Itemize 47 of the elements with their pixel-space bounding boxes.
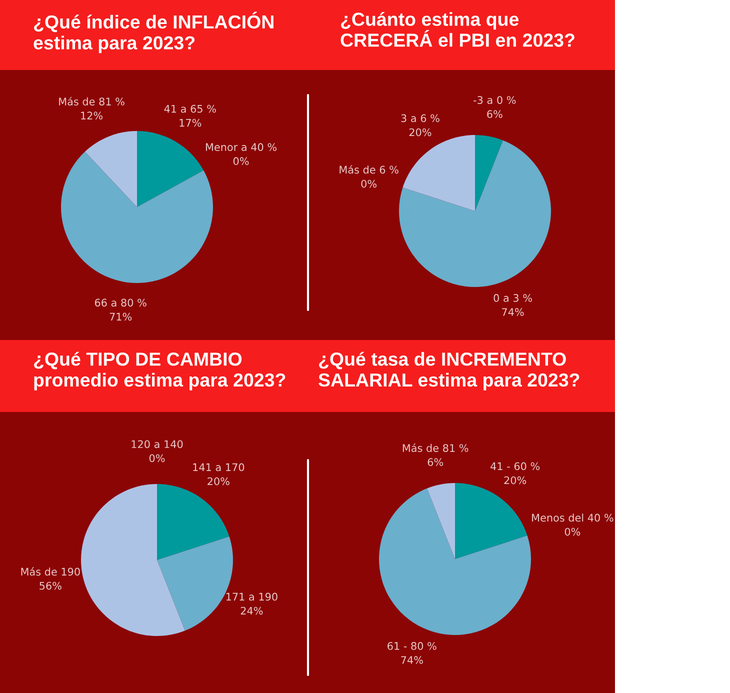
pie-slice — [84, 131, 137, 207]
text: 0% — [564, 528, 580, 536]
pie-slice — [455, 483, 528, 559]
data-label: 6% — [487, 110, 502, 118]
data-label: 17% — [180, 118, 202, 127]
pie-slice — [399, 140, 551, 287]
pie-slice — [81, 484, 185, 636]
data-label: 6% — [428, 458, 444, 466]
data-label: 24% — [240, 606, 263, 615]
slice-label: -3 a 0 % — [474, 96, 516, 104]
slice-label: 0 a 3 % — [494, 294, 532, 302]
data-label: 74% — [502, 308, 524, 316]
pie-slice — [427, 483, 455, 559]
category-label: Más de 6 % — [340, 165, 398, 174]
text: 0% — [361, 180, 377, 188]
slice-label: 41 - 60 % — [490, 462, 540, 470]
data-label: 71% — [110, 312, 132, 321]
chart-title: ¿Qué tasa de INCREMENTO SALARIAL estima para 2023? — [318, 352, 580, 390]
pie-slice — [61, 152, 213, 283]
pie-slice — [137, 131, 204, 207]
category-label: Menor a 40 % — [206, 143, 277, 152]
slice-label: Más de 190 — [21, 567, 80, 576]
slice-label: 61 - 80 % — [388, 642, 436, 650]
slice-label: Más de 81 % — [402, 444, 468, 452]
slice-label: Más de 81 % — [59, 97, 124, 106]
slice-label: 141 a 170 — [193, 463, 244, 472]
pie-slice — [157, 484, 230, 560]
data-label: 20% — [504, 476, 526, 484]
data-label: 12% — [81, 112, 103, 120]
pie-slice — [402, 135, 475, 211]
text: 0% — [149, 454, 165, 462]
slice-label: 66 a 80 % — [94, 298, 146, 307]
chart-title: ¿Qué TIPO DE CAMBIO promedio estima para 2023? — [34, 352, 286, 390]
data-label: 56% — [40, 582, 62, 590]
chart-title: ¿Qué índice de INFLACIÓN estima para 2023? — [34, 12, 274, 54]
slice-label: 3 a 6 % — [401, 114, 440, 122]
category-label: Menos del 40 % — [532, 514, 614, 522]
data-label: 74% — [401, 656, 423, 664]
data-label: 20% — [409, 128, 432, 136]
slice-label: 41 a 65 % — [164, 104, 216, 113]
data-label: 20% — [208, 477, 230, 486]
slice-label: 171 a 190 — [226, 592, 278, 601]
pie-slice — [379, 488, 531, 635]
category-label: 120 a 140 — [132, 440, 183, 448]
chart-title: ¿Cuánto estima que CRECERÁ el PBI en 2023? — [340, 12, 574, 47]
pie-slice — [475, 135, 503, 211]
text: 0% — [233, 157, 249, 166]
